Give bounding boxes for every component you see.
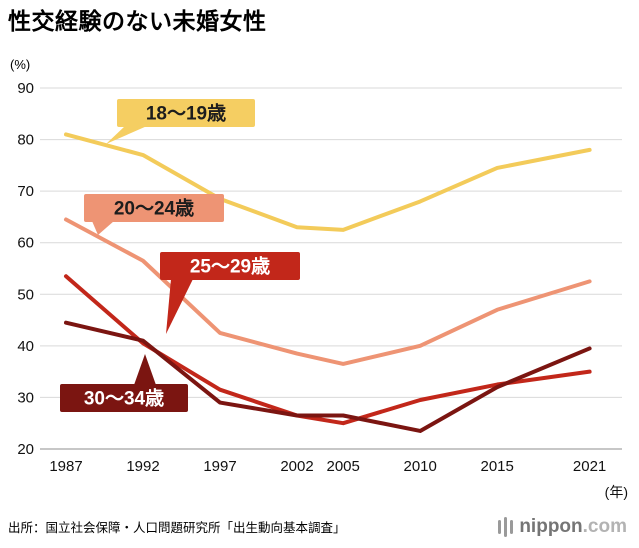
logo-text: nippon.com xyxy=(519,516,627,538)
series-line-3 xyxy=(64,320,592,433)
x-axis-unit-label: (年) xyxy=(605,484,628,500)
callout-tail-3 xyxy=(134,354,156,385)
x-tick-label-2002: 2002 xyxy=(280,458,313,475)
callout-box-3 xyxy=(60,384,188,412)
y-tick-label-20: 20 xyxy=(17,441,34,458)
y-tick-label-50: 50 xyxy=(17,286,34,303)
callout-label-1: 20〜24歳 xyxy=(114,198,194,220)
x-tick-label-1992: 1992 xyxy=(126,458,159,475)
x-tick-label-1987: 1987 xyxy=(49,458,82,475)
y-axis-unit-label: (%) xyxy=(10,57,31,72)
callout-tail-0 xyxy=(106,126,147,144)
y-tick-label-40: 40 xyxy=(17,338,34,355)
callout-box-1 xyxy=(84,194,224,222)
x-tick-label-2021: 2021 xyxy=(573,458,606,475)
series-line-1 xyxy=(64,217,592,366)
y-tick-label-90: 90 xyxy=(17,80,34,97)
y-tick-label-60: 60 xyxy=(17,235,34,252)
callout-label-2: 25〜29歳 xyxy=(190,256,270,278)
x-tick-label-2005: 2005 xyxy=(327,458,360,475)
callout-box-0 xyxy=(117,99,255,127)
y-tick-label-30: 30 xyxy=(17,389,34,406)
y-tick-label-80: 80 xyxy=(17,132,34,149)
callout-tail-1 xyxy=(92,221,114,235)
page-title: 性交経験のない未婚女性 xyxy=(8,8,267,34)
callout-box-2 xyxy=(160,252,300,280)
x-tick-label-1997: 1997 xyxy=(203,458,236,475)
series-line-0 xyxy=(64,132,592,232)
x-tick-label-2010: 2010 xyxy=(404,458,437,475)
callout-label-0: 18〜19歳 xyxy=(146,103,226,125)
source-note: 出所：国立社会保障・人口問題研究所「出生動向基本調査」 xyxy=(8,521,346,535)
logo-tld: .com xyxy=(582,516,627,537)
callout-label-3: 30〜34歳 xyxy=(84,388,164,410)
y-tick-label-70: 70 xyxy=(17,183,34,200)
x-tick-label-2015: 2015 xyxy=(481,458,514,475)
logo-name: nippon xyxy=(519,516,583,537)
nippon-logo-icon xyxy=(498,517,514,537)
callout-tail-2 xyxy=(166,279,193,334)
nippon-logo: nippon.com xyxy=(497,516,627,538)
